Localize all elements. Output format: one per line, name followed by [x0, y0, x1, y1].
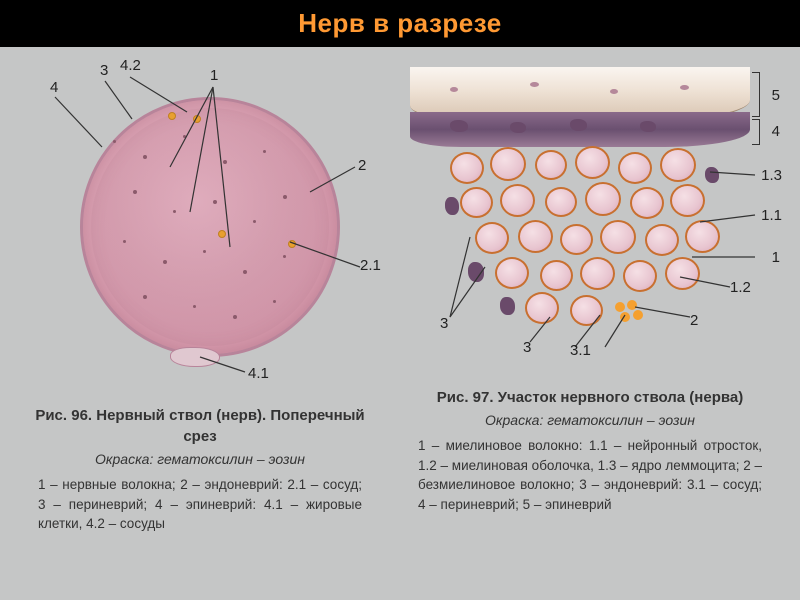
label-1-3: 1.3 — [761, 167, 782, 184]
label-2-1: 2.1 — [360, 257, 381, 274]
label-1: 1 — [210, 67, 218, 84]
label-1: 1 — [772, 249, 780, 266]
label-1-2: 1.2 — [730, 279, 751, 296]
content-area: 4 3 4.2 1 2 2.1 4.1 Рис. 96. Нервный ств… — [0, 47, 800, 544]
label-3: 3 — [440, 315, 448, 332]
label-2: 2 — [358, 157, 366, 174]
label-4-1: 4.1 — [248, 365, 269, 382]
fig-title: Рис. 97. Участок нервного ствола (нерва) — [410, 387, 770, 408]
label-3b: 3 — [523, 339, 531, 356]
label-4-2: 4.2 — [120, 57, 141, 74]
label-3-1: 3.1 — [570, 342, 591, 359]
fig-stain: Окраска: гематоксилин – эозин — [410, 412, 770, 428]
label-lines — [20, 57, 380, 397]
label-1-1: 1.1 — [761, 207, 782, 224]
label-4: 4 — [772, 123, 780, 140]
label-3: 3 — [100, 62, 108, 79]
fig-title: Рис. 96. Нервный ствол (нерв). Поперечны… — [30, 405, 370, 447]
diagram-97: 5 4 1.3 1.1 1 1.2 2 3 3 3.1 — [400, 57, 780, 357]
figure-97: 5 4 1.3 1.1 1 1.2 2 3 3 3.1 Рис. 97. Уча… — [400, 57, 780, 534]
fig-stain: Окраска: гематоксилин – эозин — [30, 451, 370, 467]
label-4: 4 — [50, 79, 58, 96]
label-lines — [400, 57, 780, 357]
fig-legend: 1 – миелиновое волокно: 1.1 – нейронный … — [410, 436, 770, 514]
page-title: Нерв в разрезе — [0, 0, 800, 47]
label-2: 2 — [690, 312, 698, 329]
label-5: 5 — [772, 87, 780, 104]
caption-97: Рис. 97. Участок нервного ствола (нерва)… — [400, 387, 780, 514]
diagram-96: 4 3 4.2 1 2 2.1 4.1 — [20, 57, 380, 397]
figure-96: 4 3 4.2 1 2 2.1 4.1 Рис. 96. Нервный ств… — [20, 57, 380, 534]
fig-legend: 1 – нервные волокна; 2 – эндоневрий: 2.1… — [30, 475, 370, 534]
caption-96: Рис. 96. Нервный ствол (нерв). Поперечны… — [20, 405, 380, 534]
